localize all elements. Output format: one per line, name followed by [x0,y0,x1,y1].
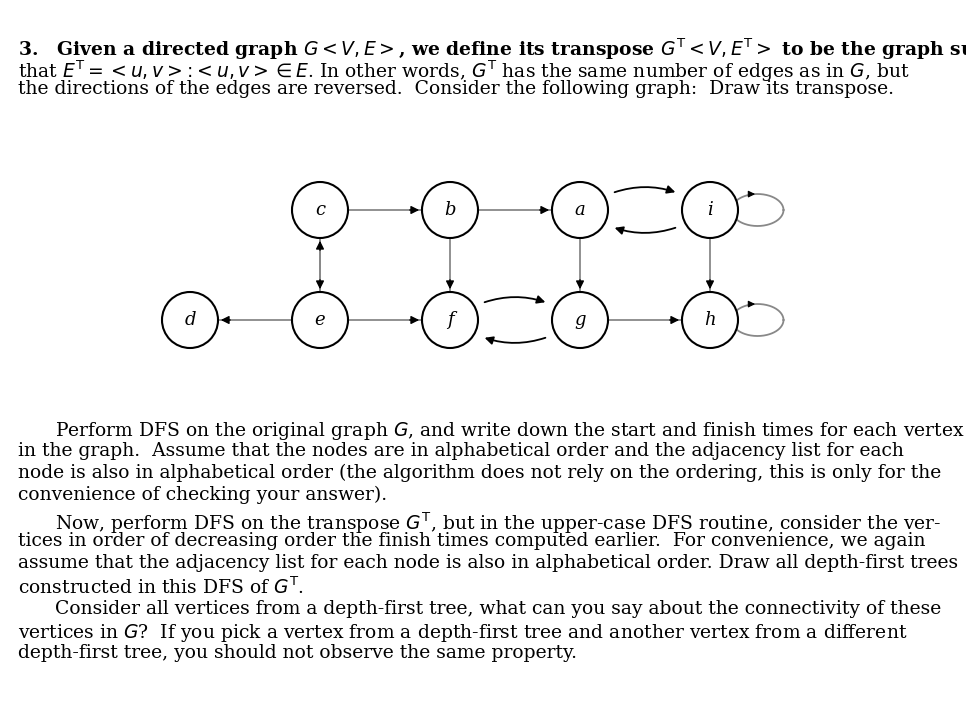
Text: tices in order of decreasing order the finish times computed earlier.  For conve: tices in order of decreasing order the f… [18,532,925,550]
Circle shape [292,182,348,238]
Text: constructed in this DFS of $G^{\mathrm{T}}$.: constructed in this DFS of $G^{\mathrm{T… [18,576,304,597]
FancyArrowPatch shape [616,227,675,234]
Circle shape [682,292,738,348]
Text: h: h [704,311,716,329]
Circle shape [682,182,738,238]
Text: in the graph.  Assume that the nodes are in alphabetical order and the adjacency: in the graph. Assume that the nodes are … [18,442,904,460]
Text: Consider all vertices from a depth-first tree, what can you say about the connec: Consider all vertices from a depth-first… [55,600,941,618]
Text: g: g [574,311,585,329]
Circle shape [292,292,348,348]
Circle shape [422,292,478,348]
Text: vertices in $G$?  If you pick a vertex from a depth-first tree and another verte: vertices in $G$? If you pick a vertex fr… [18,622,907,644]
FancyArrowPatch shape [487,337,546,344]
Circle shape [162,292,218,348]
Text: Now, perform DFS on the transpose $G^{\mathrm{T}}$, but in the upper-case DFS ro: Now, perform DFS on the transpose $G^{\m… [55,510,942,535]
Text: depth-first tree, you should not observe the same property.: depth-first tree, you should not observe… [18,644,577,662]
Circle shape [552,292,608,348]
Text: c: c [315,201,326,219]
Circle shape [552,182,608,238]
Text: convenience of checking your answer).: convenience of checking your answer). [18,486,387,504]
Text: a: a [575,201,585,219]
Text: d: d [185,311,196,329]
Text: f: f [446,311,453,329]
Text: Perform DFS on the original graph $G$, and write down the start and finish times: Perform DFS on the original graph $G$, a… [55,420,965,442]
Text: e: e [315,311,326,329]
Text: 3. Given a directed graph $G < V, E >$, we define its transpose $G^{\mathrm{T}} : 3. Given a directed graph $G < V, E >$, … [18,36,966,61]
FancyArrowPatch shape [485,297,544,303]
Circle shape [422,182,478,238]
Text: assume that the adjacency list for each node is also in alphabetical order. Draw: assume that the adjacency list for each … [18,554,958,572]
Text: i: i [707,201,713,219]
Text: the directions of the edges are reversed.  Consider the following graph:  Draw i: the directions of the edges are reversed… [18,80,894,98]
Text: b: b [444,201,456,219]
Text: node is also in alphabetical order (the algorithm does not rely on the ordering,: node is also in alphabetical order (the … [18,464,941,482]
Text: that $E^{\mathrm{T}} = < u, v >\!:\!< u, v > \in E$. In other words, $G^{\mathrm: that $E^{\mathrm{T}} = < u, v >\!:\!< u,… [18,58,910,83]
FancyArrowPatch shape [614,186,673,193]
